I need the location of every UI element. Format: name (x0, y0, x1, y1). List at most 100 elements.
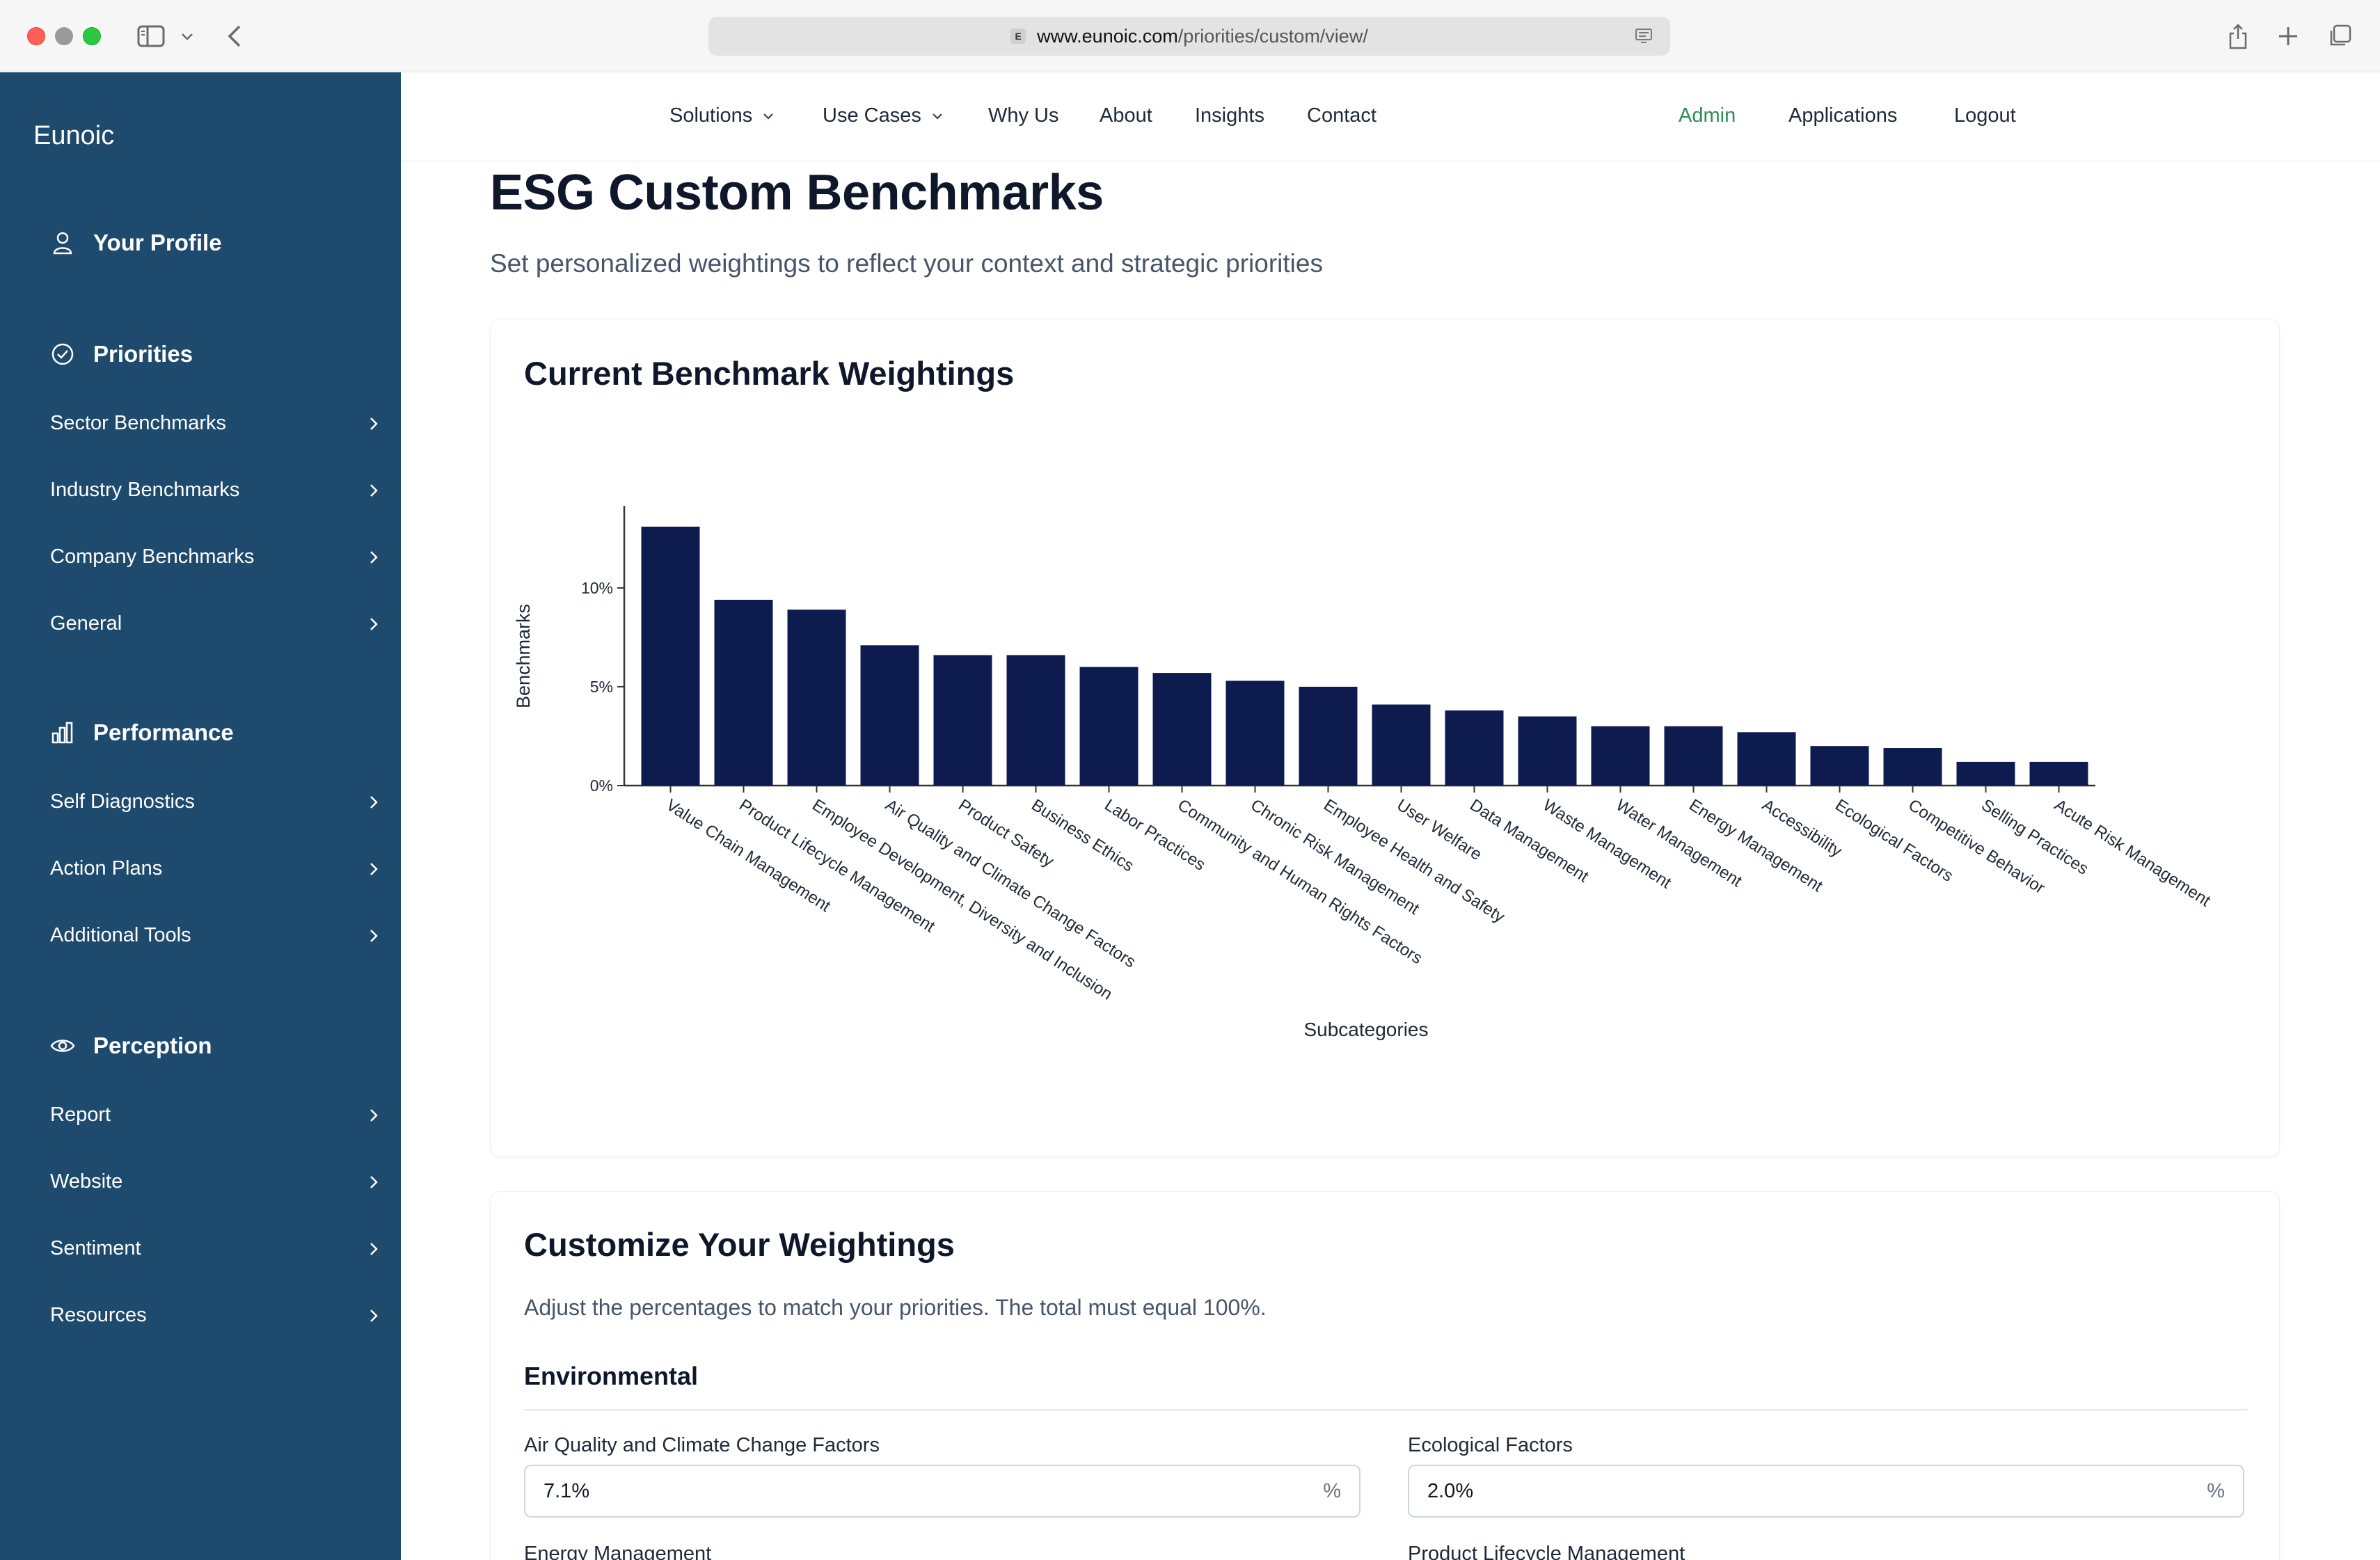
field-label-product-lifecycle: Product Lifecycle Management (1408, 1543, 1685, 1560)
customize-title: Customize Your Weightings (524, 1226, 955, 1263)
sidebar-profile[interactable]: Your Profile (50, 230, 222, 256)
chart-bar (1737, 732, 1796, 786)
x-tick-label: Data Management (1466, 795, 1592, 886)
back-arrow-icon[interactable] (223, 21, 246, 51)
sidebar-item-label: Website (50, 1170, 123, 1193)
field-value: 2.0% (1427, 1479, 1474, 1502)
nav-use-cases[interactable]: Use Cases (823, 104, 944, 127)
url-path: /priorities/custom/view/ (1177, 25, 1368, 47)
nav-label: Applications (1788, 104, 1898, 127)
group-title-environmental: Environmental (524, 1362, 699, 1390)
close-window-button[interactable] (27, 27, 45, 45)
address-bar[interactable]: E www.eunoic.com/priorities/custom/view/ (708, 17, 1670, 56)
eye-icon (50, 1033, 75, 1058)
customize-description: Adjust the percentages to match your pri… (524, 1295, 1267, 1320)
chart-bar (1445, 710, 1504, 786)
y-tick-label: 10% (581, 579, 613, 597)
chevron-down-icon[interactable] (178, 21, 196, 51)
nav-admin[interactable]: Admin (1679, 104, 1736, 127)
sidebar-section-performance[interactable]: Performance (50, 719, 234, 746)
chevron-right-icon (370, 795, 378, 809)
sidebar-section-priorities[interactable]: Priorities (50, 341, 193, 367)
field-value: 7.1% (544, 1479, 590, 1502)
sidebar-item-label: Sector Benchmarks (50, 412, 227, 434)
x-tick-label: Energy Management (1685, 795, 1826, 896)
customize-weightings-card: Customize Your Weightings Adjust the per… (490, 1191, 2280, 1560)
sidebar-item-label: Sentiment (50, 1237, 141, 1259)
sidebar-section-perception[interactable]: Perception (50, 1033, 212, 1059)
check-circle-icon (50, 342, 75, 367)
minimize-window-button[interactable] (55, 27, 73, 45)
sidebar-item-company-benchmarks[interactable]: Company Benchmarks (50, 546, 381, 568)
y-tick-label: 5% (590, 678, 613, 696)
brand-name[interactable]: Eunoic (33, 121, 115, 150)
x-tick-label: Waste Management (1539, 795, 1674, 892)
chart-bar (1664, 726, 1723, 786)
sidebar-section-label: Priorities (93, 341, 193, 367)
sidebar-item-action-plans[interactable]: Action Plans (50, 857, 381, 880)
nav-why-us[interactable]: Why Us (988, 104, 1059, 127)
share-icon[interactable] (2224, 21, 2252, 51)
sidebar-item-label: Action Plans (50, 857, 163, 880)
chart-bar (860, 645, 919, 786)
nav-contact[interactable]: Contact (1307, 104, 1377, 127)
site-favicon: E (1010, 29, 1026, 44)
nav-solutions[interactable]: Solutions (669, 104, 775, 127)
sidebar: Eunoic Your Profile Priorities Sector Be… (0, 72, 401, 1560)
nav-label: Use Cases (823, 104, 921, 127)
chart-bar (1956, 761, 2015, 786)
sidebar-item-label: Industry Benchmarks (50, 479, 240, 501)
chart-card-title: Current Benchmark Weightings (524, 355, 1015, 392)
maximize-window-button[interactable] (83, 27, 101, 45)
x-tick-label: Ecological Factors (1832, 795, 1956, 885)
chevron-right-icon (370, 1108, 378, 1122)
field-label-air-quality: Air Quality and Climate Change Factors (524, 1434, 880, 1456)
nav-logout[interactable]: Logout (1954, 104, 2016, 127)
sidebar-item-sentiment[interactable]: Sentiment (50, 1237, 381, 1260)
tab-overview-icon[interactable] (2326, 21, 2354, 51)
chart-bar (787, 610, 846, 786)
chevron-right-icon (370, 550, 378, 564)
nav-about[interactable]: About (1100, 104, 1152, 127)
sidebar-item-sector-benchmarks[interactable]: Sector Benchmarks (50, 412, 381, 435)
reader-mode-icon[interactable] (1634, 26, 1653, 46)
nav-insights[interactable]: Insights (1195, 104, 1264, 127)
sidebar-item-label: Additional Tools (50, 924, 191, 946)
sidebar-item-general[interactable]: General (50, 612, 381, 635)
y-tick-label: 0% (590, 777, 613, 795)
ecological-factors-weighting-input[interactable]: 2.0% % (1408, 1465, 2244, 1518)
sidebar-item-resources[interactable]: Resources (50, 1304, 381, 1327)
chevron-right-icon (370, 929, 378, 942)
sidebar-profile-label: Your Profile (93, 230, 222, 255)
sidebar-item-industry-benchmarks[interactable]: Industry Benchmarks (50, 479, 381, 502)
sidebar-item-additional-tools[interactable]: Additional Tools (50, 924, 381, 947)
nav-label: About (1100, 104, 1152, 127)
chart-bar (1225, 680, 1285, 786)
sidebar-item-label: Self Diagnostics (50, 790, 195, 813)
url-domain: www.eunoic.com (1037, 25, 1178, 47)
nav-label: Why Us (988, 104, 1059, 127)
sidebar-section-label: Perception (93, 1033, 212, 1058)
percent-unit: % (1323, 1479, 1341, 1502)
percent-unit: % (2207, 1479, 2225, 1502)
sidebar-item-website[interactable]: Website (50, 1170, 381, 1193)
chart-bar (1810, 746, 1869, 786)
chart-bar (1372, 704, 1431, 786)
sidebar-item-self-diagnostics[interactable]: Self Diagnostics (50, 790, 381, 813)
chart-bar (714, 599, 773, 786)
nav-applications[interactable]: Applications (1788, 104, 1897, 127)
chevron-right-icon (370, 1309, 378, 1322)
chevron-right-icon (370, 617, 378, 630)
chart-bar (1299, 686, 1358, 786)
new-tab-icon[interactable] (2274, 21, 2302, 51)
chart-bar (641, 526, 700, 786)
sidebar-toggle-icon[interactable] (134, 21, 168, 51)
top-navigation: Solutions Use Cases Why Us About Insight… (401, 72, 2380, 161)
group-divider (524, 1409, 2247, 1410)
sidebar-item-report[interactable]: Report (50, 1104, 381, 1127)
chevron-right-icon (370, 1242, 378, 1255)
chart-bar (1591, 726, 1650, 786)
air-quality-weighting-input[interactable]: 7.1% % (524, 1465, 1360, 1518)
chart-bar (2029, 761, 2088, 786)
